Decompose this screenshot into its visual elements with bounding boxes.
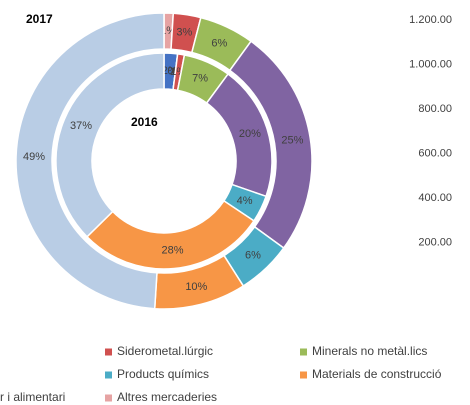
value-label: 6% [245,250,261,262]
value-label: 20% [239,128,261,140]
y-tick-label: 200.00 [418,236,452,248]
legend-marker [300,348,307,356]
value-label: 10% [185,281,207,293]
y-tick-label: 600.00 [418,147,452,159]
legend-label: r i alimentari [0,390,65,404]
series-label: 2017 [26,12,53,26]
legend-marker [300,371,307,379]
legend-label: Minerals no metàl.lics [312,344,427,358]
y-tick-label: 1.000.00 [409,58,452,70]
y-tick-label: 800.00 [418,103,452,115]
legend-label: Siderometal.lúrgic [117,344,213,358]
value-label: 28% [162,244,184,256]
legend-label: Products químics [117,367,209,381]
y-tick-label: 400.00 [418,192,452,204]
value-label: 6% [211,37,227,49]
y-tick-label: 1.200.00 [409,14,452,26]
value-label: 2% [162,65,178,77]
value-label: 7% [192,72,208,84]
value-label: 37% [70,120,92,132]
value-label: 25% [281,135,303,147]
value-label: 4% [237,195,253,207]
legend-marker [105,348,112,356]
legend-marker [105,371,112,379]
series-label: 2016 [131,115,158,129]
value-label: 3% [176,27,192,39]
donut-segment [55,52,165,238]
donut-segment [15,12,165,310]
legend-label: Altres mercaderies [117,390,217,404]
value-label: 49% [23,151,45,163]
legend-marker [105,394,112,402]
legend-label: Materials de construcció [312,367,442,381]
